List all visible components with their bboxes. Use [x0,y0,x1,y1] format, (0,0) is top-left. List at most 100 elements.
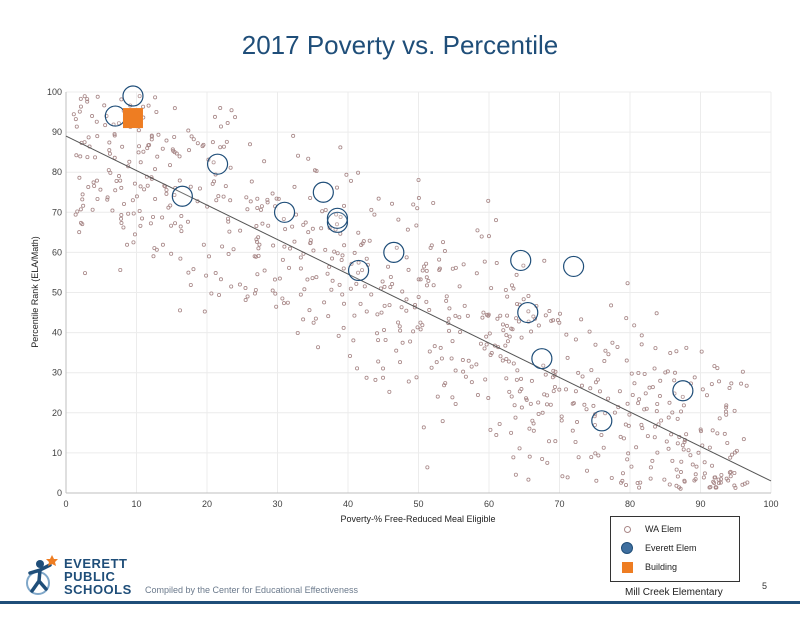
wa-elem-point [257,242,262,247]
everett-elem-point [672,380,694,402]
wa-elem-point [591,403,596,408]
wa-elem-point [444,294,449,299]
wa-elem-point [400,289,405,294]
wa-elem-point [675,416,680,421]
wa-elem-point [78,207,83,212]
x-tick-label: 40 [343,499,353,509]
wa-elem-point [484,334,489,339]
wa-elem-point [380,279,385,284]
wa-elem-point [663,370,668,375]
wa-elem-point [617,389,622,394]
wa-elem-point [227,229,232,234]
building-name: Mill Creek Elementary [625,587,723,598]
x-tick-label: 0 [63,499,68,509]
wa-elem-point [504,376,509,381]
wa-elem-point [648,465,653,470]
wa-elem-point [323,207,328,212]
wa-elem-point [557,311,562,316]
wa-elem-point [542,258,547,263]
wa-elem-point [500,358,505,363]
wa-elem-point [474,271,479,276]
wa-elem-point [465,313,470,318]
wa-elem-point [80,222,85,227]
wa-elem-point [667,482,672,487]
wa-elem-point [531,428,536,433]
wa-elem-point [77,175,82,180]
wa-elem-point [428,245,433,250]
wa-elem-point [335,185,340,190]
x-tick-label: 100 [763,499,778,509]
wa-elem-point [524,397,529,402]
wa-elem-point [320,209,325,214]
wa-elem-point [570,401,575,406]
wa-elem-point [424,275,429,280]
wa-elem-point [453,401,458,406]
wa-elem-point [585,468,590,473]
wa-elem-point [229,284,234,289]
wa-elem-point [306,230,311,235]
wa-elem-point [94,119,99,124]
wa-elem-points [71,94,750,491]
wa-elem-point [427,308,432,313]
wa-elem-point [319,226,324,231]
y-tick-label: 50 [52,288,62,298]
wa-elem-point [461,262,466,267]
wa-elem-point [521,297,526,302]
wa-elem-point [690,462,695,467]
wa-elem-point [131,211,136,216]
y-tick-label: 10 [52,448,62,458]
wa-elem-point [405,227,410,232]
wa-elem-point [424,283,429,288]
wa-elem-point [221,194,226,199]
building-point [122,108,143,129]
wa-elem-point [644,406,649,411]
wa-elem-point [245,207,250,212]
wa-elem-point [355,366,360,371]
wa-elem-point [618,434,623,439]
wa-elem-point [351,338,356,343]
wa-elem-point [245,294,250,299]
wa-elem-point [369,207,374,212]
wa-elem-point [360,241,365,246]
wa-elem-point [78,154,83,159]
wa-elem-point [599,432,604,437]
wa-elem-point [484,342,489,347]
wa-elem-point [274,304,279,309]
wa-elem-point [397,324,402,329]
wa-elem-point [626,451,631,456]
wa-elem-point [420,323,425,328]
wa-elem-point [602,359,607,364]
wa-elem-point [739,381,744,386]
wa-elem-point [136,150,141,155]
wa-elem-point [119,216,124,221]
wa-elem-point [220,244,225,249]
wa-elem-point [469,364,474,369]
y-tick-label: 90 [52,127,62,137]
wa-elem-point [177,178,182,183]
wa-elem-point [85,99,90,104]
wa-elem-point [172,134,177,139]
wa-elem-point [443,381,448,386]
wa-elem-point [453,313,458,318]
wa-elem-point [670,458,675,463]
wa-elem-point [291,133,296,138]
wa-elem-point [301,317,306,322]
wa-elem-point [515,368,520,373]
wa-elem-point [301,222,306,227]
y-tick-label: 30 [52,368,62,378]
wa-elem-point [316,345,321,350]
wa-elem-point [486,198,491,203]
wa-elem-point [153,197,158,202]
wa-elem-point [682,478,687,483]
wa-elem-point [710,428,715,433]
wa-elem-point [382,303,387,308]
gridlines [65,91,772,494]
everett-elem-point [510,249,532,272]
wa-elem-point [495,316,500,321]
wa-elem-point [146,103,151,108]
wa-elem-point [579,317,584,322]
wa-elem-point [717,379,722,384]
wa-elem-point [461,369,466,374]
wa-elem-point [545,460,550,465]
wa-elem-point [296,153,301,158]
